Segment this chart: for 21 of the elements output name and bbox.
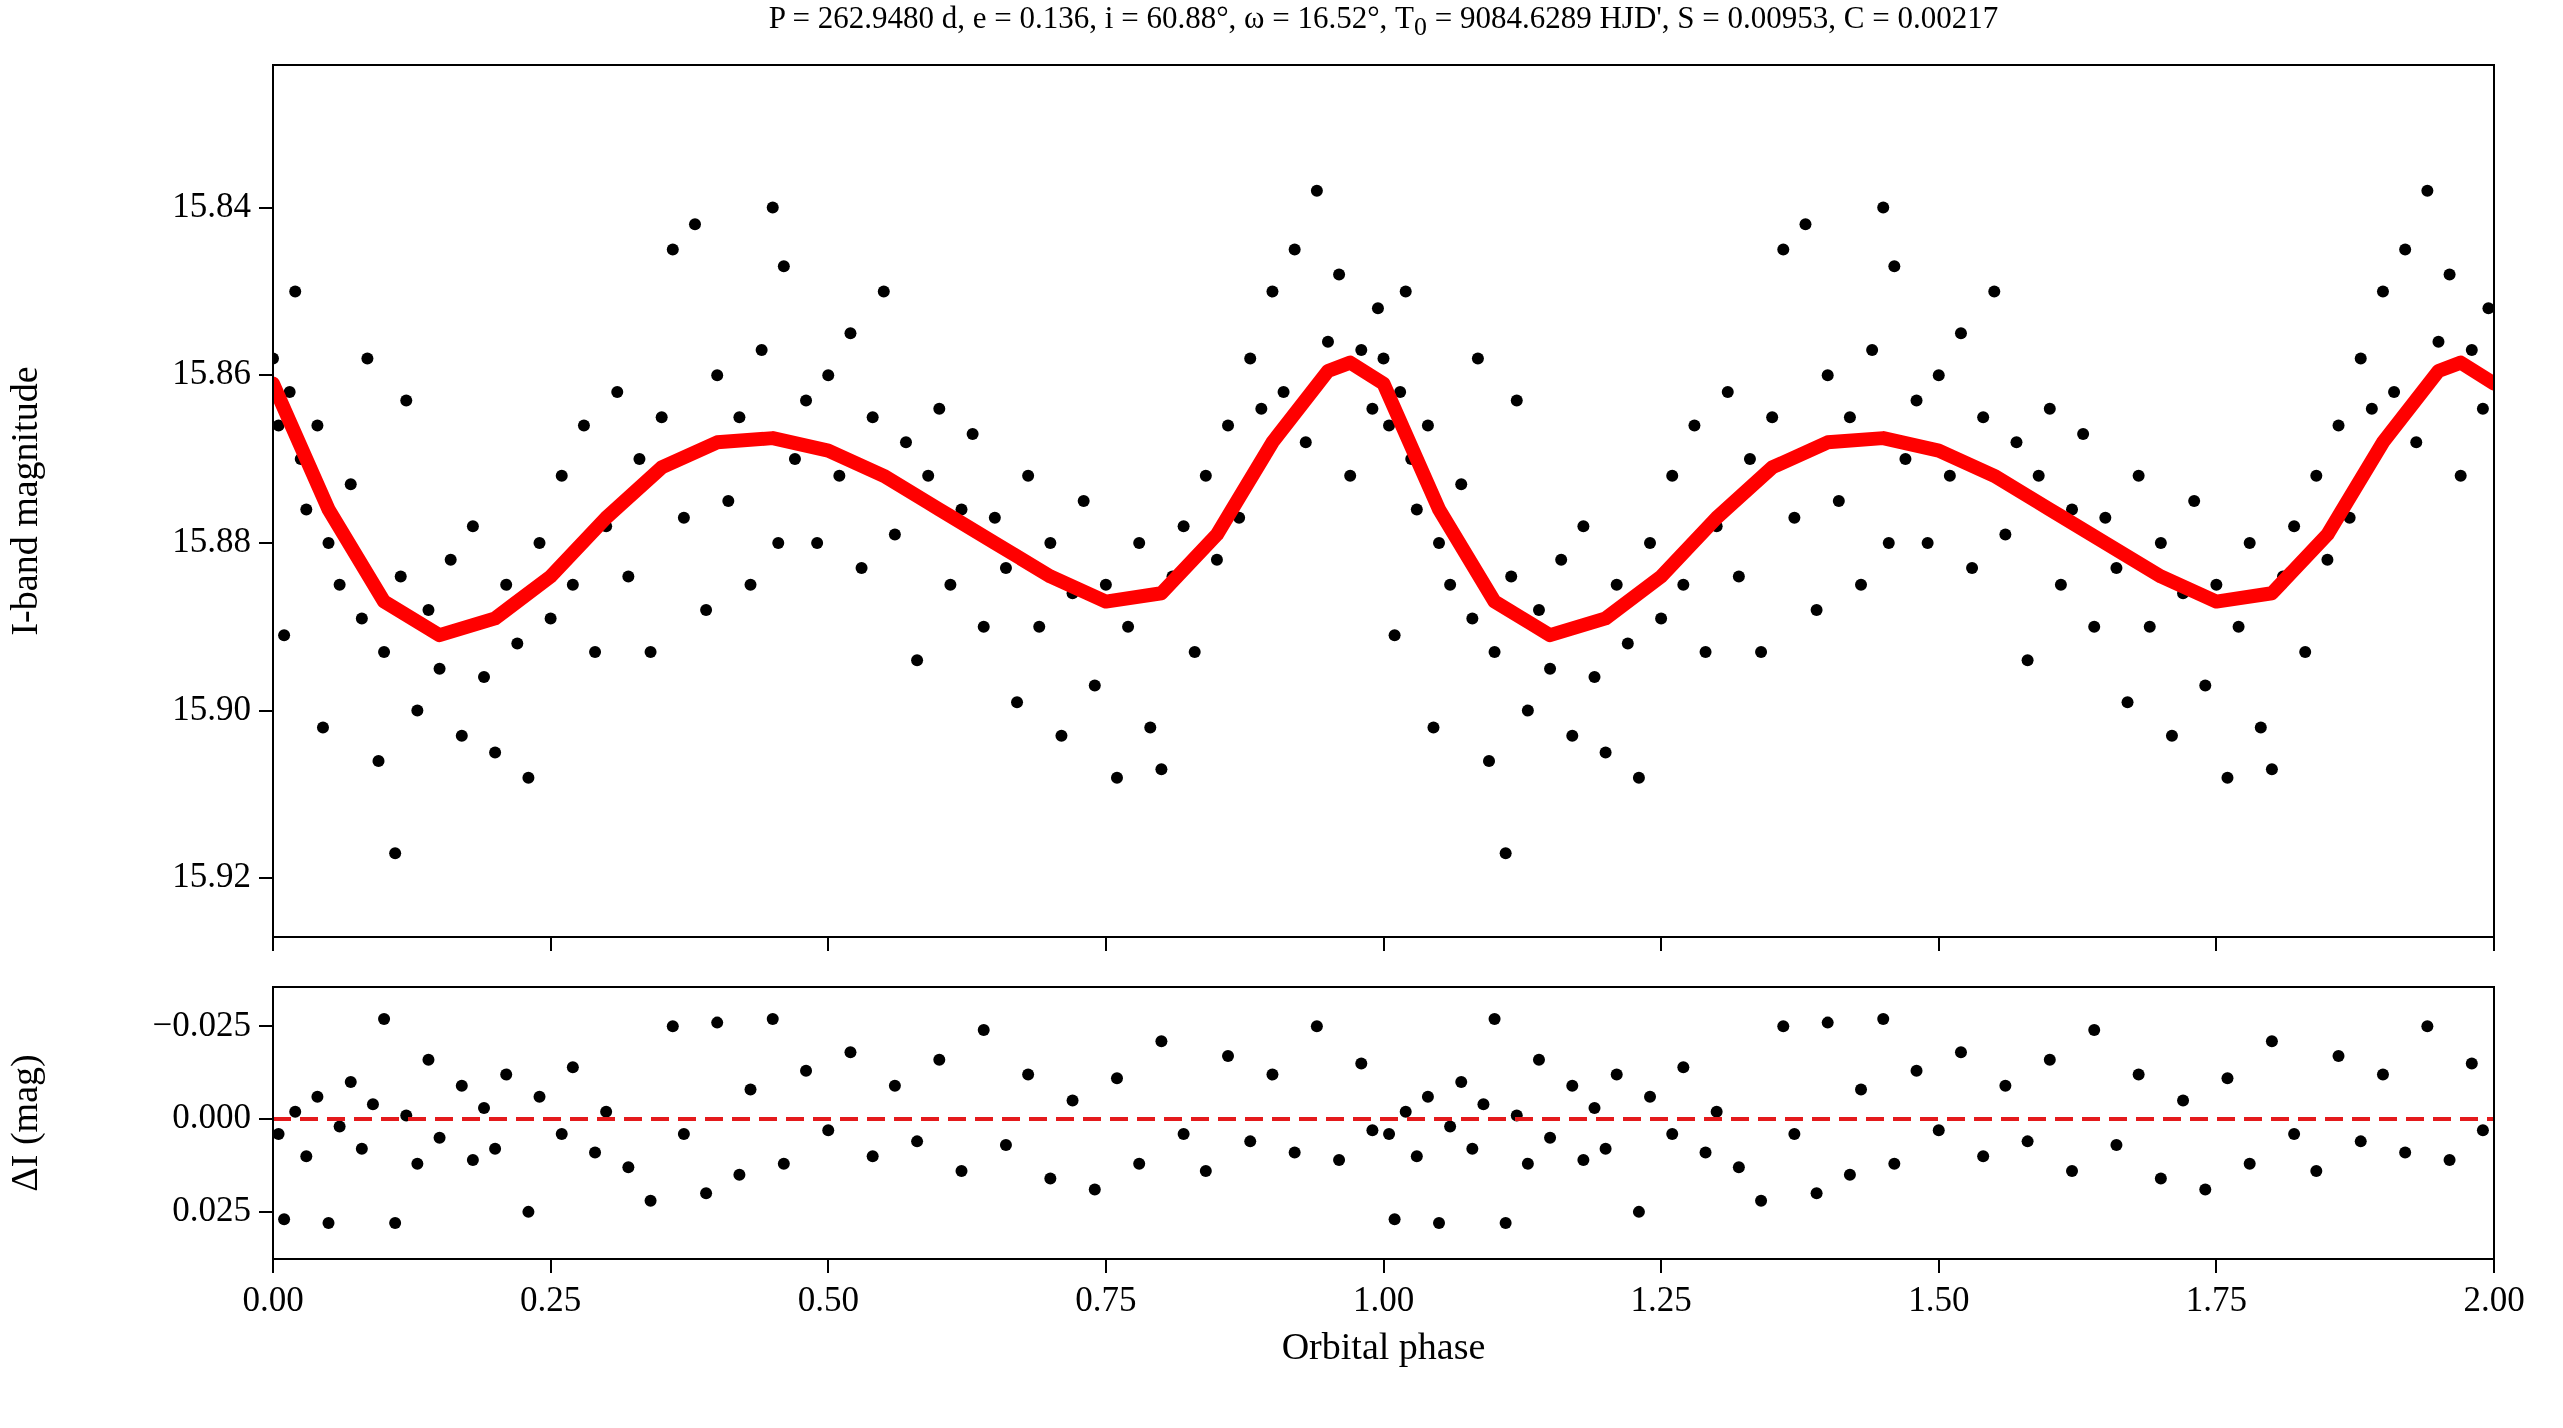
x-tick-label: 0.50 <box>797 1280 859 1320</box>
x-tick-label: 0.00 <box>242 1280 304 1320</box>
x-tick-label: 1.00 <box>1352 1280 1415 1320</box>
chart-title: P = 262.9480 d, e = 0.136, i = 60.88°, ω = 16.52°, T$_{0}$ = 9084.6289 HJD', S = 0.00953, C = 0.00217 <box>767 0 2000 42</box>
y-tick-label: 0.000 <box>172 1097 251 1137</box>
x-tick-label: 0.75 <box>1075 1280 1137 1320</box>
x-tick-label: 1.25 <box>1630 1280 1692 1320</box>
y-tick-label: 15.84 <box>172 185 251 225</box>
y-tick-label: 15.92 <box>172 856 251 896</box>
y-axis-title: I-band magnitude <box>2 366 45 636</box>
y-tick-label: −0.025 <box>152 1004 251 1044</box>
x-tick-label: 1.75 <box>2185 1280 2247 1320</box>
x-axis-title: Orbital phase <box>1281 1325 1486 1368</box>
y-tick-label: 15.90 <box>172 688 251 728</box>
y-tick-label: 15.88 <box>172 521 251 561</box>
x-tick-label: 2.00 <box>2463 1280 2525 1320</box>
y-tick-label: 0.025 <box>172 1190 251 1230</box>
x-tick-label: 0.25 <box>520 1280 582 1320</box>
x-tick-label: 1.50 <box>1908 1280 1970 1320</box>
y-axis-title: ΔI (mag) <box>2 1054 46 1192</box>
y-tick-label: 15.86 <box>172 353 251 393</box>
